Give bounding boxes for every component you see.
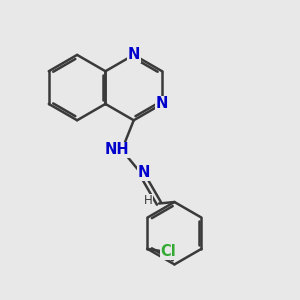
Text: NH: NH: [105, 142, 130, 158]
Text: H: H: [144, 194, 153, 207]
Text: N: N: [156, 96, 168, 111]
Text: N: N: [128, 47, 140, 62]
Text: Cl: Cl: [160, 244, 176, 259]
Text: N: N: [138, 165, 150, 180]
